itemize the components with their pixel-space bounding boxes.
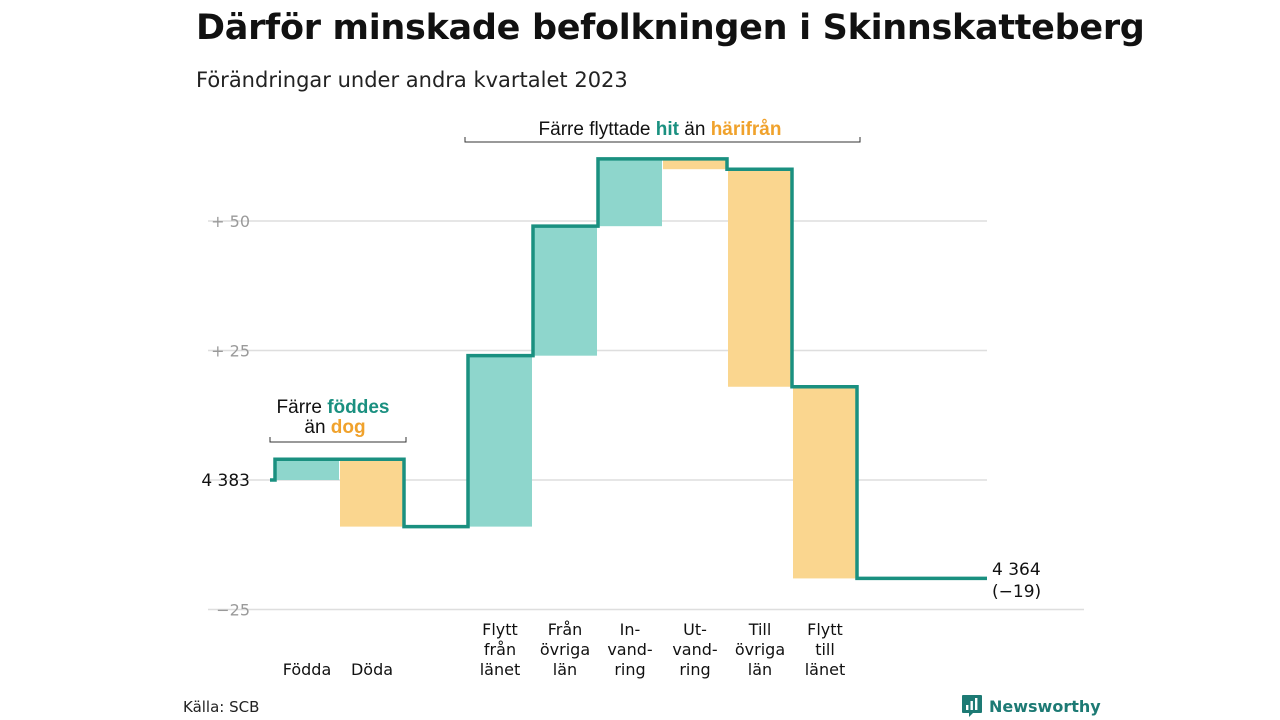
end-value-label: 4 364 xyxy=(992,560,1041,580)
chart-title: Därför minskade befolkningen i Skinnskat… xyxy=(196,8,1145,48)
category-label: Födda xyxy=(283,660,332,679)
chart-subtitle: Förändringar under andra kvartalet 2023 xyxy=(196,68,628,92)
category-label: övriga xyxy=(540,640,590,659)
bar-döda xyxy=(340,459,404,527)
brand-logo: Newsworthy xyxy=(961,694,1101,718)
category-label: länet xyxy=(480,660,521,679)
category-label: till xyxy=(815,640,835,659)
annotation-migration: Färre flyttade hit än härifrån xyxy=(539,119,782,140)
brand-name: Newsworthy xyxy=(989,696,1101,716)
category-label: Flytt xyxy=(807,620,843,639)
category-label: län xyxy=(553,660,577,679)
y-tick-label: + 25 xyxy=(211,342,250,361)
category-label: ring xyxy=(679,660,710,679)
bar-födda xyxy=(275,459,339,480)
bar-flytt-från-länet xyxy=(468,355,532,527)
annotation-births-line1: Färre föddes xyxy=(277,397,390,418)
newsworthy-logo-icon xyxy=(962,695,982,717)
population-step-line xyxy=(270,157,987,581)
annotation-bracket-births xyxy=(269,437,407,443)
bar-utvandring xyxy=(663,158,727,170)
category-label: vand- xyxy=(672,640,717,659)
category-label: ring xyxy=(614,660,645,679)
category-label: Ut- xyxy=(683,620,707,639)
annotation-births-line2: än dog xyxy=(304,417,365,438)
category-label: In- xyxy=(620,620,641,639)
annotation-bracket-migration xyxy=(464,137,861,143)
category-label: länet xyxy=(805,660,846,679)
y-tick-label: + 50 xyxy=(211,212,250,231)
y-tick-label: 4 383 xyxy=(201,471,250,491)
category-label: vand- xyxy=(607,640,652,659)
category-label: Till xyxy=(748,620,772,639)
category-label: övriga xyxy=(735,640,785,659)
source-note: Källa: SCB xyxy=(183,698,260,716)
category-label: från xyxy=(484,640,516,659)
bar-flytt-till-länet xyxy=(793,386,857,579)
category-label: Från xyxy=(548,620,583,639)
y-tick-label: −25 xyxy=(216,601,250,620)
bar-från-övriga-län xyxy=(533,226,597,356)
bar-invandring xyxy=(598,158,662,227)
end-change-label: (−19) xyxy=(992,582,1041,602)
category-label: län xyxy=(748,660,772,679)
bar-till-övriga-län xyxy=(728,169,792,387)
category-label: Döda xyxy=(351,660,393,679)
category-label: Flytt xyxy=(482,620,518,639)
